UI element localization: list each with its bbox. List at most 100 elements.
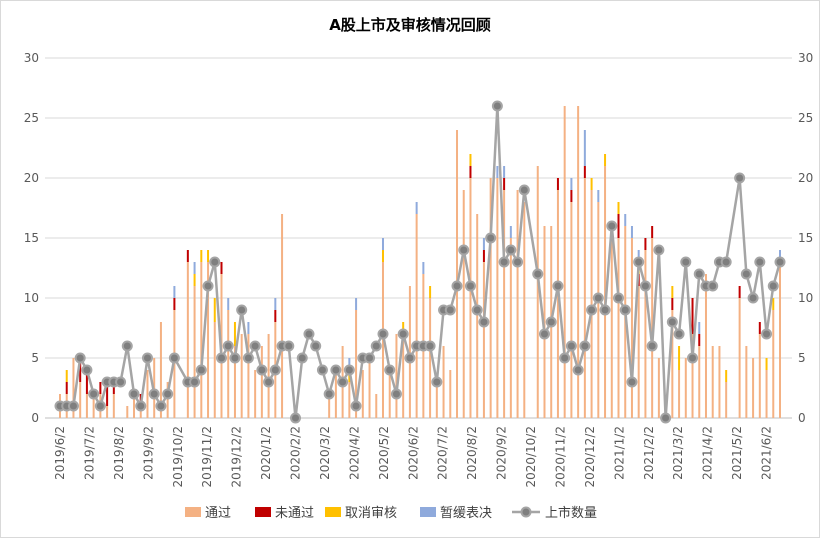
bar-暂缓表决 bbox=[173, 286, 176, 298]
bar-未通过 bbox=[644, 238, 647, 250]
bar-未通过 bbox=[79, 358, 82, 382]
line-point bbox=[135, 400, 147, 412]
bar-通过 bbox=[469, 178, 472, 418]
bar-通过 bbox=[146, 370, 149, 418]
bar-通过 bbox=[536, 166, 539, 418]
line-point bbox=[256, 364, 268, 376]
bar-通过 bbox=[435, 382, 438, 418]
bar-通过 bbox=[610, 226, 613, 418]
bar-取消审核 bbox=[402, 322, 405, 334]
bar-通过 bbox=[166, 382, 169, 418]
x-tick-label: 2019/8/2 bbox=[112, 426, 126, 480]
line-point bbox=[498, 256, 510, 268]
y-tick-label: 15 bbox=[24, 231, 39, 245]
legend-swatch bbox=[255, 507, 271, 517]
bar-取消审核 bbox=[233, 322, 236, 346]
bar-通过 bbox=[395, 334, 398, 418]
y2-tick-label: 10 bbox=[798, 291, 813, 305]
x-tick-label: 2020/5/2 bbox=[377, 426, 391, 480]
bar-未通过 bbox=[570, 190, 573, 202]
line-point bbox=[518, 184, 530, 196]
bar-暂缓表决 bbox=[482, 238, 485, 250]
bar-通过 bbox=[139, 406, 142, 418]
bar-通过 bbox=[489, 178, 492, 418]
x-tick-label: 2019/11/2 bbox=[200, 426, 214, 488]
line-point bbox=[364, 352, 376, 364]
bar-通过 bbox=[509, 238, 512, 418]
bar-通过 bbox=[260, 346, 263, 418]
bar-暂缓表决 bbox=[583, 130, 586, 166]
bar-通过 bbox=[361, 370, 364, 418]
bar-通过 bbox=[207, 262, 210, 418]
bar-通过 bbox=[503, 190, 506, 418]
bar-暂缓表决 bbox=[381, 238, 384, 250]
line-point bbox=[88, 388, 100, 400]
bar-通过 bbox=[698, 346, 701, 418]
bar-通过 bbox=[617, 238, 620, 418]
bar-通过 bbox=[402, 334, 405, 418]
bar-未通过 bbox=[65, 382, 68, 394]
bar-通过 bbox=[159, 322, 162, 418]
line-point bbox=[141, 352, 153, 364]
x-tick-label: 2020/3/2 bbox=[318, 426, 332, 480]
line-point bbox=[761, 328, 773, 340]
bar-通过 bbox=[355, 310, 358, 418]
bar-通过 bbox=[213, 322, 216, 418]
x-tick-label: 2019/7/2 bbox=[82, 426, 96, 480]
bar-暂缓表决 bbox=[496, 166, 499, 178]
bar-暂缓表决 bbox=[509, 226, 512, 238]
y-tick-label: 0 bbox=[31, 411, 39, 425]
x-tick-label: 2020/7/2 bbox=[436, 426, 450, 480]
x-tick-label: 2020/8/2 bbox=[465, 426, 479, 480]
line-point bbox=[323, 388, 335, 400]
line-point bbox=[94, 400, 106, 412]
legend-label: 上市数量 bbox=[545, 505, 597, 521]
bar-未通过 bbox=[186, 250, 189, 262]
line-point bbox=[559, 352, 571, 364]
bar-通过 bbox=[637, 286, 640, 418]
bar-通过 bbox=[72, 358, 75, 418]
legend-item: 未通过 bbox=[255, 506, 314, 521]
line-point bbox=[545, 316, 557, 328]
x-tick-label: 2020/6/2 bbox=[406, 426, 420, 480]
chart-title: A股上市及审核情况回顾 bbox=[329, 16, 491, 34]
line-point bbox=[290, 412, 302, 424]
y-tick-label: 10 bbox=[24, 291, 39, 305]
x-tick-label: 2019/9/2 bbox=[141, 426, 155, 480]
line-point bbox=[754, 256, 766, 268]
bar-未通过 bbox=[99, 382, 102, 394]
line-point bbox=[680, 256, 692, 268]
bar-取消审核 bbox=[469, 154, 472, 166]
legend-item: 取消审核 bbox=[325, 506, 397, 521]
line-point bbox=[209, 256, 221, 268]
line-point bbox=[512, 256, 524, 268]
legend-label: 未通过 bbox=[275, 506, 314, 521]
bar-取消审核 bbox=[429, 286, 432, 298]
line-point bbox=[296, 352, 308, 364]
bar-通过 bbox=[186, 262, 189, 418]
line-point bbox=[316, 364, 328, 376]
line-point bbox=[586, 304, 598, 316]
legend-label: 暂缓表决 bbox=[440, 506, 492, 521]
bar-通过 bbox=[388, 370, 391, 418]
x-tick-label: 2019/6/2 bbox=[53, 426, 67, 480]
bar-通过 bbox=[449, 370, 452, 418]
line-point bbox=[128, 388, 140, 400]
line-point bbox=[384, 364, 396, 376]
x-tick-label: 2020/11/2 bbox=[553, 426, 567, 488]
line-point bbox=[747, 292, 759, 304]
bar-通过 bbox=[126, 406, 129, 418]
bar-通过 bbox=[543, 226, 546, 418]
y2-tick-label: 15 bbox=[798, 231, 813, 245]
legend-item: 暂缓表决 bbox=[420, 506, 492, 521]
bar-暂缓表决 bbox=[503, 166, 506, 178]
line-point bbox=[242, 352, 254, 364]
legend-item: 通过 bbox=[185, 506, 231, 521]
legend-label: 取消审核 bbox=[345, 506, 397, 521]
line-point bbox=[67, 400, 79, 412]
bar-暂缓表决 bbox=[630, 226, 633, 238]
x-tick-label: 2021/1/2 bbox=[612, 426, 626, 480]
bar-未通过 bbox=[220, 262, 223, 274]
y-tick-label: 20 bbox=[24, 171, 39, 185]
bar-通过 bbox=[570, 202, 573, 418]
